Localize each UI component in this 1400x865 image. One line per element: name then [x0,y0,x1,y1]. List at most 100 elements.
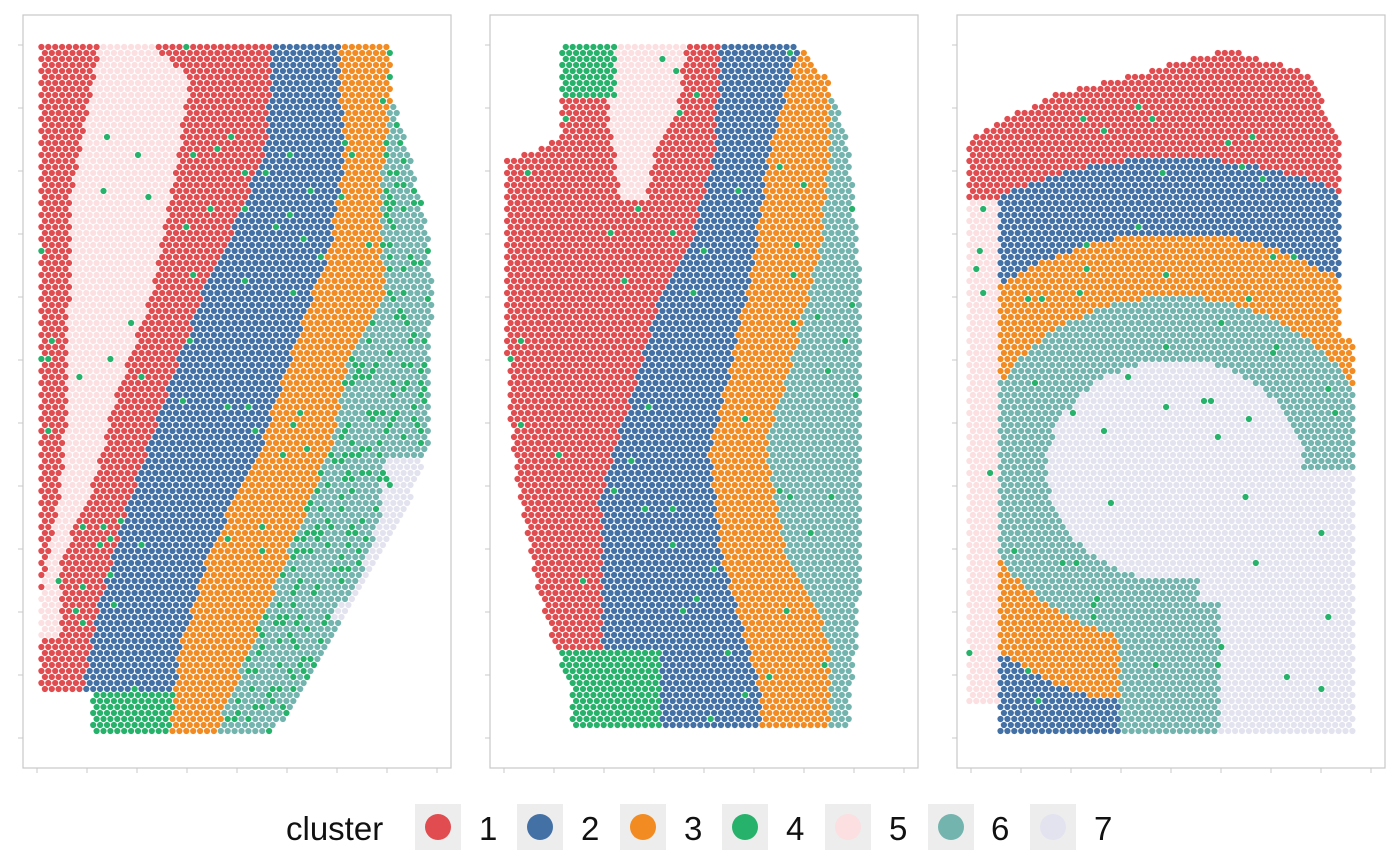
spot [376,115,383,123]
spot [324,397,331,405]
spot [376,163,383,171]
spot [114,475,121,483]
spot [366,541,373,549]
spot [310,337,317,345]
spot [269,445,276,453]
spot [331,205,338,213]
spot [76,529,83,537]
spot [124,337,131,345]
spot [324,337,331,345]
spot [131,253,138,261]
spot [169,559,176,567]
spot [203,355,211,363]
spot [266,103,273,111]
spot [224,463,231,471]
spot [276,181,283,189]
spot [131,61,138,69]
spot [48,385,55,393]
spot [300,139,307,147]
spot [266,211,273,219]
spot [317,577,324,585]
spot [59,127,66,135]
spot [207,373,214,381]
spot [79,235,86,243]
spot [55,565,62,573]
spot [41,277,49,285]
spot [107,79,114,87]
spot [300,55,307,63]
spot [310,433,317,441]
spot [100,535,107,543]
spot [231,271,238,279]
spot [90,241,97,249]
spot [210,175,217,183]
spot [224,499,231,507]
spot [159,589,166,597]
spot [359,313,366,321]
spot [148,307,155,315]
spot [110,325,117,333]
spot [79,103,86,111]
spot [141,583,148,591]
spot [169,247,176,255]
spot [207,493,214,501]
spot [300,271,307,279]
spot [65,127,73,135]
spot [248,169,255,177]
spot [169,331,176,339]
spot [269,301,276,309]
spot [390,499,397,507]
spot [76,49,83,57]
spot [362,247,369,255]
spot [383,247,390,255]
spot [276,565,283,573]
spot [214,289,221,297]
spot [65,547,73,555]
spot [362,343,369,351]
spot [193,217,200,225]
spot [366,433,373,441]
spot [152,265,159,273]
spot [197,283,204,291]
spot [48,157,55,165]
spot [62,457,69,465]
spot [152,73,159,81]
spot [286,175,293,183]
spot [69,85,76,93]
spot [190,199,197,207]
spot [179,181,186,189]
spot [383,475,390,483]
spot [341,55,349,63]
spot [400,217,407,225]
spot [221,169,228,177]
spot [131,97,138,105]
spot [38,367,45,375]
spot [235,157,242,165]
spot [93,439,100,447]
spot [45,307,52,315]
spot [248,229,255,237]
spot [100,259,107,267]
spot [328,475,335,483]
spot [155,487,162,495]
spot [235,349,242,357]
spot [200,49,207,57]
spot [169,343,176,351]
spot [121,475,128,483]
spot [352,205,359,213]
spot [369,151,376,159]
spot [348,475,355,483]
spot [152,205,159,213]
spot [304,421,311,429]
spot [117,313,124,321]
spot [210,451,217,459]
spot [386,529,393,537]
spot [341,511,349,519]
spot [162,559,169,567]
spot [404,199,411,207]
spot [207,421,214,429]
spot [231,199,238,207]
spot [114,91,121,99]
spot [117,229,124,237]
spot [276,229,283,237]
